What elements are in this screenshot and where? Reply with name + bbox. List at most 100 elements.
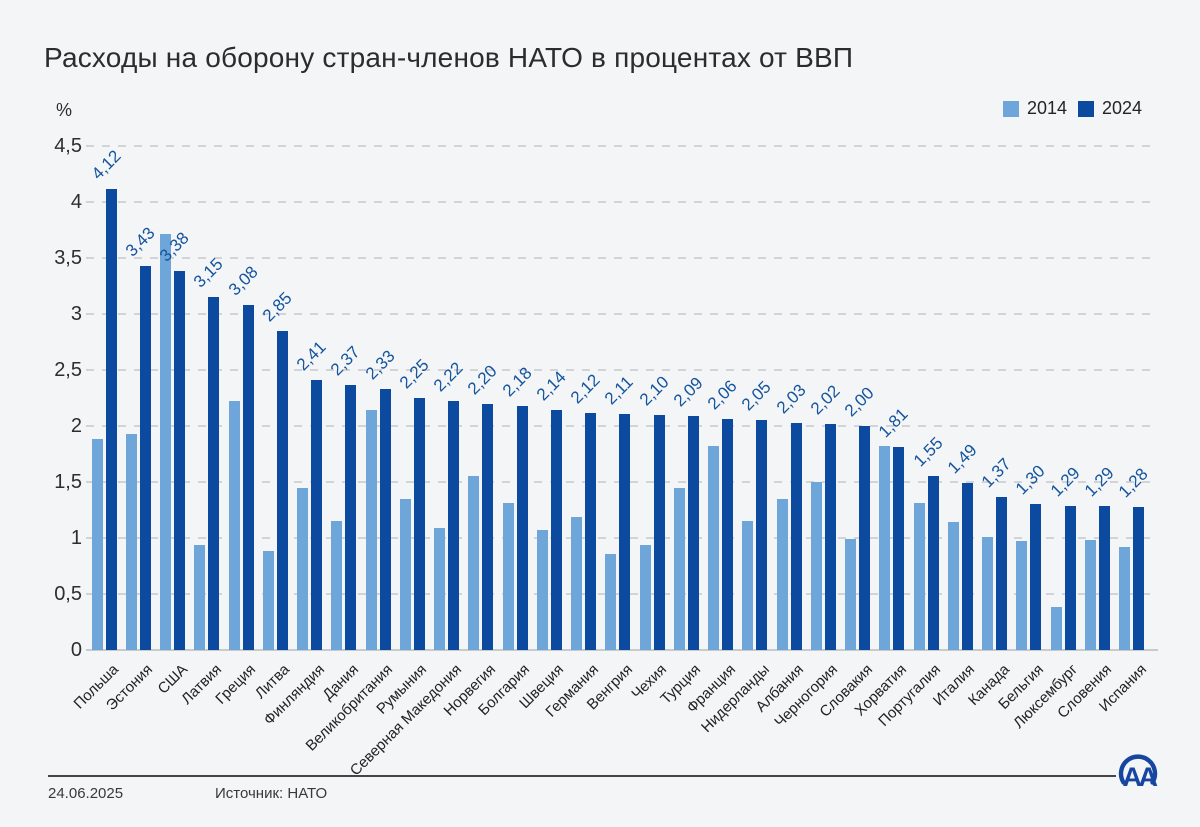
legend-item-2024: 2024 [1078,98,1142,119]
y-tick-label: 2,5 [54,359,82,381]
bar-2024 [379,389,391,650]
bar-2014 [947,522,959,650]
bar-2014 [262,551,274,650]
bar-2024 [756,420,768,650]
bar-2014 [91,439,103,650]
bar-2014 [571,516,582,650]
bar-2024 [687,415,699,650]
legend-label-2014: 2014 [1027,98,1068,118]
bar-2014 [845,539,856,650]
value-label-2024: 2,00 [840,383,878,421]
value-label-2024: 2,22 [429,358,467,396]
value-label-2024: 2,09 [669,373,707,411]
value-label-2024: 1,30 [1012,461,1049,499]
value-label-2024: 2,25 [395,355,433,393]
bar-2024 [413,398,425,650]
value-label-2024: 1,29 [1046,462,1084,500]
bar-2014 [297,487,308,650]
value-label-2024: 2,20 [464,361,501,398]
value-label-2024: 2,37 [327,342,364,379]
bar-2024 [619,413,631,650]
bar-2014 [605,553,617,650]
value-label-2024: 1,49 [943,440,981,478]
value-label-2024: 2,85 [258,288,296,326]
value-label-2024: 2,14 [532,367,570,405]
y-tick-label: 0 [70,639,82,661]
legend-swatch-2024 [1078,100,1094,117]
bar-2024 [722,419,733,650]
value-label-2024: 1,29 [1080,462,1118,500]
gridline [86,313,1158,315]
bar-2014 [399,498,411,650]
bar-2024 [824,423,836,650]
bar-2024 [790,422,802,650]
bar-2014 [194,544,206,650]
bar-2024 [961,483,973,650]
bar-2014 [1119,546,1130,650]
svg-text:AA: AA [1123,762,1158,792]
bar-2024 [893,447,905,650]
value-label-2024: 2,10 [635,372,673,410]
y-tick-label: 1 [70,527,82,549]
y-tick-label: 3,5 [54,247,82,269]
value-label-2024: 1,28 [1114,464,1152,501]
bar-2014 [1016,541,1028,650]
bar-2014 [810,482,822,650]
legend-label-2024: 2024 [1102,98,1143,118]
chart-title: Расходы на оборону стран-членов НАТО в п… [44,42,854,73]
bar-2014 [1050,607,1062,650]
bar-2014 [160,234,171,650]
bar-2024 [1064,505,1076,650]
footer-date: 24.06.2025 [48,785,124,802]
bar-2024 [139,265,151,650]
bar-2024 [1133,506,1144,650]
bar-2024 [242,305,254,650]
bar-2024 [653,414,665,650]
legend-swatch-2014 [1003,100,1019,117]
bar-2014 [365,410,377,650]
value-label-2024: 2,33 [361,346,399,384]
y-tick-label: 0,5 [54,583,82,605]
value-label-2024: 1,37 [977,454,1015,491]
bar-2024 [585,412,596,650]
legend-item-2014: 2014 [1003,98,1067,119]
footer-divider [48,775,1116,777]
y-tick-label: 2 [70,415,82,437]
bar-2014 [742,521,754,650]
bar-2014 [913,503,925,650]
value-label-2024: 2,11 [601,372,638,408]
y-tick-label: 1,5 [54,471,82,493]
bar-2024 [448,401,459,650]
value-label-2024: 3,43 [121,223,159,261]
bar-2024 [1030,504,1042,650]
bar-2014 [1084,540,1096,650]
bar-2014 [673,487,685,650]
value-label-2024: 3,08 [224,262,262,300]
bar-2014 [879,446,891,650]
value-label-2024: 2,03 [772,380,810,417]
bar-2014 [434,527,445,650]
bar-2014 [776,498,788,650]
x-axis-line [86,649,1158,651]
y-tick-label: 4,5 [54,135,82,157]
bar-2024 [276,330,288,650]
value-label-2024: 2,12 [566,370,604,407]
y-tick-label: 3 [70,303,82,325]
bar-2014 [536,530,548,650]
bar-2014 [228,401,240,650]
bar-2024 [105,188,117,650]
value-label-2024: 2,06 [703,376,741,414]
bar-2014 [468,476,480,650]
bar-2014 [982,536,993,650]
bar-2024 [311,380,322,650]
gridline [86,257,1158,259]
value-label-2024: 2,05 [738,377,775,415]
gridline [86,145,1158,147]
bar-2024 [345,384,357,650]
value-label-2024: 1,81 [875,404,912,442]
bar-2024 [550,410,562,650]
bar-2024 [1098,505,1110,650]
anadolu-agency-logo: AA [1118,754,1161,792]
bar-2014 [125,433,137,650]
